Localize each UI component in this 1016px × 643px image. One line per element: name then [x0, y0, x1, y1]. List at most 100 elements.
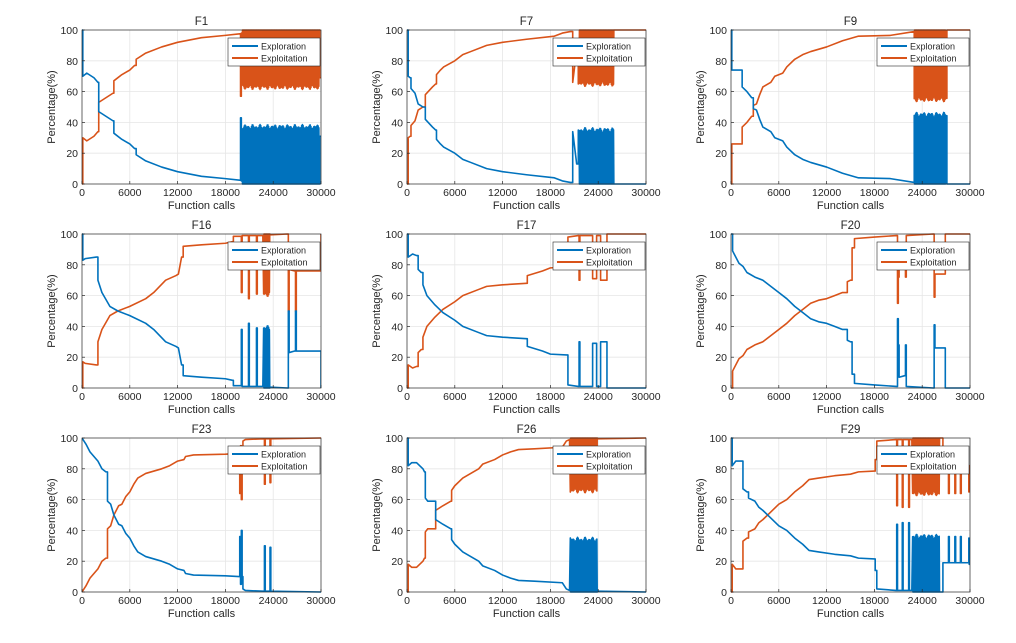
legend-label-exploitation: Exploitation: [586, 258, 633, 268]
y-tick-label: 20: [391, 352, 403, 364]
panel-f9: 0 6000 12000 18000 24000 30000 0 20 40 60 80 100 F9 F…: [695, 16, 985, 212]
y-axis-label: Percentage(%): [695, 478, 707, 551]
legend-label-exploration: Exploration: [261, 450, 306, 460]
axes-box: [406, 437, 647, 593]
x-tick-label: 6000: [767, 187, 791, 199]
x-tick-label: 12000: [812, 595, 841, 607]
chart-title: F23: [192, 424, 212, 436]
x-axis-label: Function calls: [817, 200, 885, 212]
chart-title: F1: [195, 16, 208, 28]
y-tick-label: 0: [721, 383, 727, 395]
x-axis-label: Function calls: [168, 200, 236, 212]
grid-lines: [407, 438, 646, 592]
x-tick-label: 12000: [163, 595, 192, 607]
series-exploration-line: [407, 29, 646, 185]
y-tick-label: 80: [66, 464, 78, 476]
y-tick-label: 100: [385, 433, 403, 445]
legend-box: [552, 445, 646, 475]
chart-title: F29: [841, 424, 861, 436]
y-tick-label: 80: [66, 260, 78, 272]
legend-box: [227, 241, 321, 271]
panel-f23: 0 6000 12000 18000 24000 30000 0 20 40 60 80 100 F23…: [46, 424, 336, 620]
axes-box: [81, 29, 322, 185]
x-tick-label: 30000: [955, 391, 984, 403]
legend: Exploration Exploitation: [552, 241, 646, 271]
legend-label-exploitation: Exploitation: [910, 258, 957, 268]
x-tick-label: 24000: [584, 187, 613, 199]
legend: Exploration Exploitation: [552, 37, 646, 67]
legend: Exploration Exploitation: [227, 37, 321, 67]
legend-label-exploration: Exploration: [910, 246, 955, 256]
y-axis-label: Percentage(%): [695, 70, 707, 143]
x-tick-label: 12000: [488, 595, 517, 607]
y-tick-label: 40: [715, 321, 727, 333]
y-tick-label: 60: [715, 291, 727, 303]
y-tick-label: 20: [715, 556, 727, 568]
x-axis-label: Function calls: [168, 608, 236, 620]
x-tick-label: 6000: [118, 595, 142, 607]
y-tick-label: 100: [385, 229, 403, 241]
axes-box: [406, 233, 647, 389]
y-tick-label: 80: [391, 260, 403, 272]
x-tick-label: 30000: [631, 595, 660, 607]
x-tick-label: 30000: [631, 187, 660, 199]
x-tick-label: 30000: [955, 187, 984, 199]
y-tick-label: 80: [715, 56, 727, 68]
x-tick-label: 18000: [536, 391, 565, 403]
legend-label-exploration: Exploration: [586, 246, 631, 256]
x-tick-label: 24000: [908, 187, 937, 199]
x-tick-label: 18000: [211, 391, 240, 403]
x-tick-label: 24000: [259, 391, 288, 403]
x-tick-label: 18000: [860, 187, 889, 199]
y-tick-label: 0: [721, 179, 727, 191]
x-axis-label: Function calls: [493, 608, 561, 620]
legend-label-exploitation: Exploitation: [586, 462, 633, 472]
x-tick-label: 6000: [767, 391, 791, 403]
x-tick-label: 24000: [908, 391, 937, 403]
y-tick-label: 40: [715, 525, 727, 537]
y-tick-label: 80: [66, 56, 78, 68]
legend-label-exploitation: Exploitation: [261, 258, 308, 268]
y-tick-label: 60: [391, 495, 403, 507]
x-tick-label: 0: [728, 595, 734, 607]
legend-label-exploration: Exploration: [261, 42, 306, 52]
x-tick-label: 6000: [118, 391, 142, 403]
legend-label-exploration: Exploration: [586, 450, 631, 460]
y-tick-label: 80: [715, 464, 727, 476]
x-tick-label: 6000: [443, 595, 467, 607]
x-tick-label: 6000: [767, 595, 791, 607]
series-exploitation-line: [82, 437, 321, 593]
series-exploration-line: [82, 437, 321, 593]
x-tick-label: 12000: [812, 187, 841, 199]
y-tick-label: 60: [391, 87, 403, 99]
axes-box: [406, 29, 647, 185]
y-tick-label: 60: [391, 291, 403, 303]
y-tick-label: 80: [391, 56, 403, 68]
y-tick-label: 0: [397, 587, 403, 599]
y-tick-label: 0: [72, 179, 78, 191]
x-tick-label: 18000: [211, 187, 240, 199]
legend-label-exploitation: Exploitation: [261, 54, 308, 64]
y-axis-label: Percentage(%): [46, 478, 58, 551]
x-tick-label: 0: [728, 391, 734, 403]
panel-f17: 0 6000 12000 18000 24000 30000 0 20 40 60 80 100 F17…: [371, 220, 661, 416]
y-tick-label: 20: [66, 556, 78, 568]
axes-box: [730, 233, 971, 389]
y-tick-label: 20: [391, 556, 403, 568]
legend: Exploration Exploitation: [876, 37, 970, 67]
legend-box: [876, 37, 970, 67]
y-tick-label: 0: [72, 587, 78, 599]
x-axis-label: Function calls: [168, 404, 236, 416]
chart-title: F20: [841, 220, 861, 232]
x-tick-label: 30000: [306, 391, 335, 403]
x-tick-label: 0: [79, 595, 85, 607]
y-tick-label: 100: [60, 433, 78, 445]
x-tick-label: 24000: [259, 187, 288, 199]
legend-label-exploitation: Exploitation: [910, 462, 957, 472]
y-tick-label: 0: [721, 587, 727, 599]
x-tick-label: 0: [728, 187, 734, 199]
legend-label-exploration: Exploration: [261, 246, 306, 256]
legend: Exploration Exploitation: [876, 445, 970, 475]
series-exploration-line: [82, 29, 321, 185]
